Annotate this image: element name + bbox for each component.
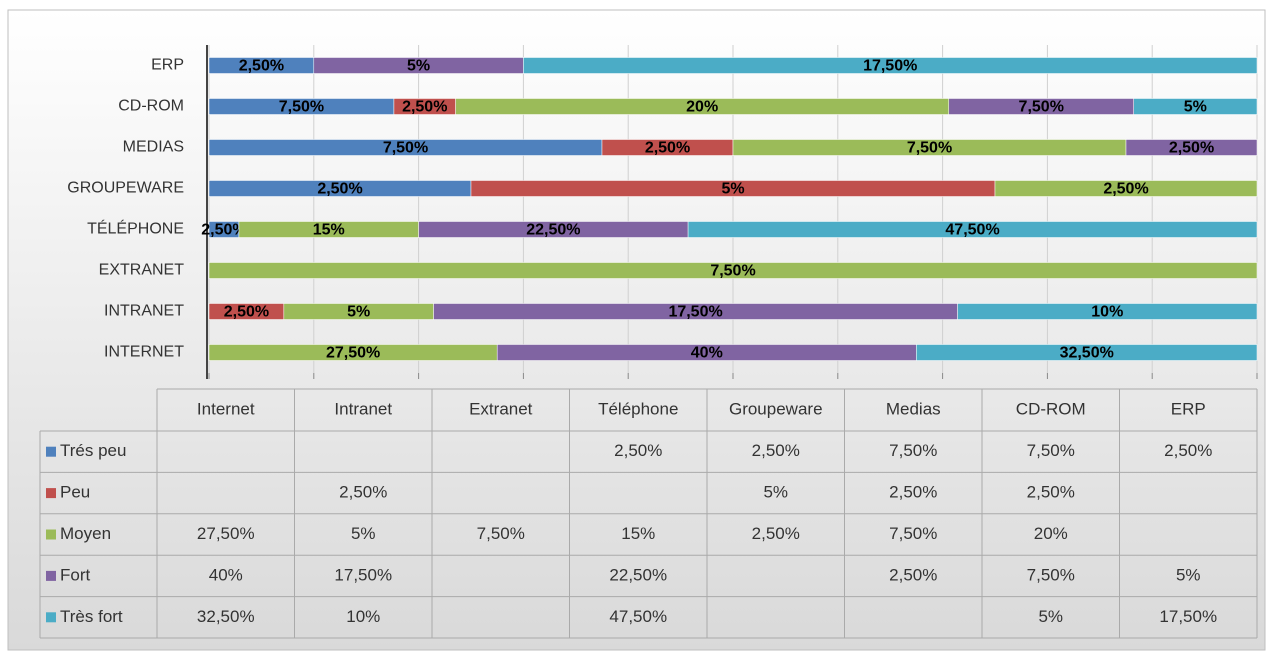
- bar-segment: [687, 221, 1258, 238]
- y-tick-label: INTERNET: [104, 344, 184, 361]
- table-header: Groupeware: [729, 399, 823, 418]
- table-cell: 2,50%: [889, 565, 937, 584]
- y-tick-label: MEDIAS: [123, 139, 184, 156]
- data-label: 2,50%: [402, 99, 447, 116]
- table-header: Téléphone: [598, 399, 678, 418]
- data-label: 10%: [1091, 304, 1123, 321]
- table-cell: 7,50%: [477, 524, 525, 543]
- table-header: CD-ROM: [1016, 399, 1086, 418]
- legend-label: Trés peu: [60, 441, 126, 460]
- data-label: 40%: [691, 345, 723, 362]
- table-cell: 22,50%: [609, 565, 667, 584]
- data-label: 7,50%: [710, 263, 755, 280]
- bar-segment: [994, 180, 1258, 197]
- y-tick-label: EXTRANET: [99, 262, 185, 279]
- table-header: ERP: [1171, 399, 1206, 418]
- data-label: 5%: [721, 181, 744, 198]
- data-label: 27,50%: [326, 345, 380, 362]
- data-label: 7,50%: [279, 99, 324, 116]
- table-header: Internet: [197, 399, 255, 418]
- data-label: 7,50%: [907, 140, 952, 157]
- data-label: 5%: [407, 58, 430, 75]
- table-cell: 47,50%: [609, 607, 667, 626]
- bar-segment: [916, 344, 1258, 361]
- table-cell: 2,50%: [1027, 483, 1075, 502]
- data-label: 7,50%: [1019, 99, 1064, 116]
- table-cell: 40%: [209, 565, 243, 584]
- y-tick-label: TÉLÉPHONE: [87, 219, 184, 238]
- table-cell: 5%: [1176, 565, 1201, 584]
- bar-segment: [1133, 98, 1258, 115]
- y-tick-label: ERP: [151, 57, 184, 74]
- data-label: 2,50%: [201, 222, 246, 239]
- data-label: 47,50%: [945, 222, 999, 239]
- bar-segment: [957, 303, 1258, 320]
- table-header: Intranet: [334, 399, 392, 418]
- table-cell: 27,50%: [197, 524, 255, 543]
- table-cell: 5%: [1038, 607, 1063, 626]
- table-cell: 7,50%: [1027, 441, 1075, 460]
- data-label: 15%: [313, 222, 345, 239]
- table-cell: 17,50%: [334, 565, 392, 584]
- table-cell: 17,50%: [1159, 607, 1217, 626]
- data-label: 17,50%: [863, 58, 917, 75]
- chart-frame: [7, 9, 1266, 651]
- table-cell: 32,50%: [197, 607, 255, 626]
- legend-label: Moyen: [60, 524, 111, 543]
- table-cell: 2,50%: [1164, 441, 1212, 460]
- table-cell: 2,50%: [889, 483, 937, 502]
- y-tick-label: CD-ROM: [118, 98, 184, 115]
- y-tick-label: GROUPEWARE: [67, 180, 184, 197]
- table-header: Medias: [886, 399, 941, 418]
- table-cell: 2,50%: [752, 524, 800, 543]
- table-cell: 2,50%: [614, 441, 662, 460]
- legend-swatch: [46, 488, 56, 499]
- table-cell: 5%: [351, 524, 376, 543]
- data-label: 2,50%: [1169, 140, 1214, 157]
- table-cell: 7,50%: [1027, 565, 1075, 584]
- data-label: 7,50%: [383, 140, 428, 157]
- table-cell: 2,50%: [339, 483, 387, 502]
- table-cell: 20%: [1034, 524, 1068, 543]
- y-tick-label: INTRANET: [104, 303, 184, 320]
- table-cell: 10%: [346, 607, 380, 626]
- legend-label: Très fort: [60, 607, 123, 626]
- data-label: 5%: [347, 304, 370, 321]
- data-label: 17,50%: [668, 304, 722, 321]
- table-cell: 7,50%: [889, 441, 937, 460]
- data-label: 22,50%: [526, 222, 580, 239]
- data-label: 2,50%: [645, 140, 690, 157]
- data-label: 5%: [1184, 99, 1207, 116]
- table-header: Extranet: [469, 399, 533, 418]
- legend-label: Fort: [60, 565, 91, 584]
- data-label: 32,50%: [1060, 345, 1114, 362]
- table-cell: 2,50%: [752, 441, 800, 460]
- legend-label: Peu: [60, 483, 90, 502]
- legend-swatch: [46, 570, 56, 581]
- table-cell: 15%: [621, 524, 655, 543]
- legend-swatch: [46, 446, 56, 457]
- data-label: 2,50%: [1103, 181, 1148, 198]
- data-label: 2,50%: [224, 304, 269, 321]
- bar-segment: [1125, 139, 1258, 156]
- data-label: 2,50%: [317, 181, 362, 198]
- bar-segment: [523, 57, 1258, 74]
- table-cell: 5%: [763, 483, 788, 502]
- table-cell: 7,50%: [889, 524, 937, 543]
- data-label: 20%: [686, 99, 718, 116]
- data-label: 2,50%: [239, 58, 284, 75]
- legend-swatch: [46, 529, 56, 540]
- legend-swatch: [46, 612, 56, 623]
- bar-segment: [208, 262, 1258, 279]
